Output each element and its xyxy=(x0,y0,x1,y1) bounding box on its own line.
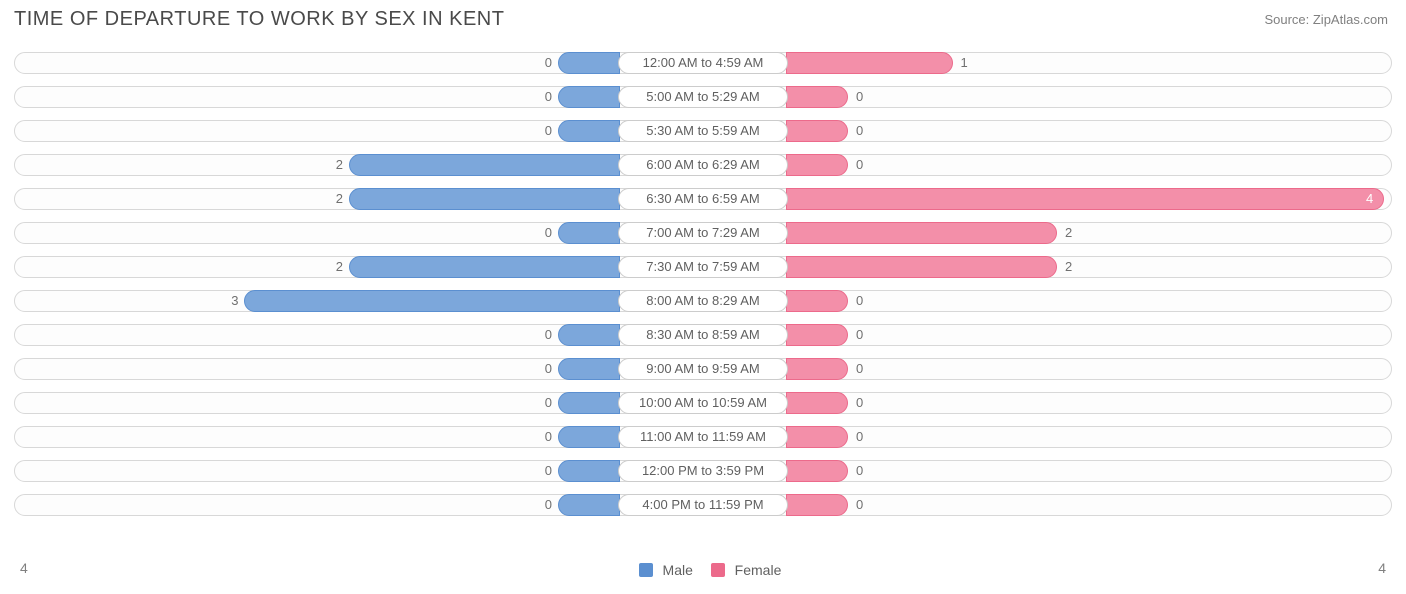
value-female: 4 xyxy=(1366,188,1373,210)
row-category-label: 6:00 AM to 6:29 AM xyxy=(618,154,788,176)
row-category-label: 4:00 PM to 11:59 PM xyxy=(618,494,788,516)
value-female: 0 xyxy=(856,358,863,380)
bar-male xyxy=(558,358,620,380)
bar-male xyxy=(558,392,620,414)
value-male: 0 xyxy=(530,392,552,414)
bar-male xyxy=(244,290,620,312)
row-category-label: 11:00 AM to 11:59 AM xyxy=(618,426,788,448)
value-female: 0 xyxy=(856,86,863,108)
row-category-label: 7:00 AM to 7:29 AM xyxy=(618,222,788,244)
bar-male xyxy=(558,460,620,482)
value-male: 0 xyxy=(530,52,552,74)
chart-row: 6:00 AM to 6:29 AM 2 0 xyxy=(14,150,1392,180)
chart-container: TIME OF DEPARTURE TO WORK BY SEX IN KENT… xyxy=(0,0,1406,594)
bar-male xyxy=(558,120,620,142)
value-male: 0 xyxy=(530,494,552,516)
value-male: 0 xyxy=(530,86,552,108)
chart-area: 12:00 AM to 4:59 AM 0 1 5:00 AM to 5:29 AM 0… xyxy=(14,48,1392,554)
chart-row: 12:00 AM to 4:59 AM 0 1 xyxy=(14,48,1392,78)
row-category-label: 8:30 AM to 8:59 AM xyxy=(618,324,788,346)
chart-row: 8:30 AM to 8:59 AM 0 0 xyxy=(14,320,1392,350)
chart-row: 9:00 AM to 9:59 AM 0 0 xyxy=(14,354,1392,384)
value-male: 2 xyxy=(321,188,343,210)
chart-row: 10:00 AM to 10:59 AM 0 0 xyxy=(14,388,1392,418)
row-category-label: 8:00 AM to 8:29 AM xyxy=(618,290,788,312)
value-female: 0 xyxy=(856,120,863,142)
bar-male xyxy=(349,188,620,210)
legend-swatch-female xyxy=(711,563,725,577)
value-female: 0 xyxy=(856,494,863,516)
chart-title: TIME OF DEPARTURE TO WORK BY SEX IN KENT xyxy=(14,8,504,31)
value-male: 3 xyxy=(216,290,238,312)
bar-female xyxy=(786,52,953,74)
value-male: 0 xyxy=(530,324,552,346)
row-category-label: 5:00 AM to 5:29 AM xyxy=(618,86,788,108)
bar-female xyxy=(786,494,848,516)
bar-female xyxy=(786,290,848,312)
source-attribution: Source: ZipAtlas.com xyxy=(1264,12,1388,27)
bar-male xyxy=(558,426,620,448)
legend-label-female: Female xyxy=(735,562,782,578)
value-male: 0 xyxy=(530,358,552,380)
value-female: 0 xyxy=(856,154,863,176)
chart-row: 6:30 AM to 6:59 AM 2 4 xyxy=(14,184,1392,214)
legend-label-male: Male xyxy=(663,562,693,578)
row-category-label: 9:00 AM to 9:59 AM xyxy=(618,358,788,380)
legend: Male Female xyxy=(0,562,1406,578)
value-female: 1 xyxy=(961,52,968,74)
chart-row: 7:00 AM to 7:29 AM 0 2 xyxy=(14,218,1392,248)
chart-row: 12:00 PM to 3:59 PM 0 0 xyxy=(14,456,1392,486)
value-female: 0 xyxy=(856,426,863,448)
bar-male xyxy=(349,154,620,176)
bar-male xyxy=(558,86,620,108)
row-category-label: 12:00 AM to 4:59 AM xyxy=(618,52,788,74)
bar-male xyxy=(558,52,620,74)
chart-row: 11:00 AM to 11:59 AM 0 0 xyxy=(14,422,1392,452)
legend-swatch-male xyxy=(639,563,653,577)
bar-female xyxy=(786,426,848,448)
bar-female xyxy=(786,188,1384,210)
bar-female xyxy=(786,222,1057,244)
value-female: 2 xyxy=(1065,222,1072,244)
row-category-label: 5:30 AM to 5:59 AM xyxy=(618,120,788,142)
value-female: 0 xyxy=(856,290,863,312)
chart-row: 7:30 AM to 7:59 AM 2 2 xyxy=(14,252,1392,282)
bar-female xyxy=(786,460,848,482)
bar-male xyxy=(558,494,620,516)
value-male: 0 xyxy=(530,120,552,142)
chart-row: 5:00 AM to 5:29 AM 0 0 xyxy=(14,82,1392,112)
value-male: 2 xyxy=(321,256,343,278)
bar-male xyxy=(558,324,620,346)
value-male: 0 xyxy=(530,460,552,482)
value-female: 2 xyxy=(1065,256,1072,278)
value-female: 0 xyxy=(856,460,863,482)
bar-female xyxy=(786,154,848,176)
value-female: 0 xyxy=(856,324,863,346)
value-male: 2 xyxy=(321,154,343,176)
bar-male xyxy=(349,256,620,278)
chart-row: 5:30 AM to 5:59 AM 0 0 xyxy=(14,116,1392,146)
bar-female xyxy=(786,120,848,142)
value-female: 0 xyxy=(856,392,863,414)
bar-female xyxy=(786,392,848,414)
chart-row: 8:00 AM to 8:29 AM 3 0 xyxy=(14,286,1392,316)
row-category-label: 7:30 AM to 7:59 AM xyxy=(618,256,788,278)
bar-female xyxy=(786,256,1057,278)
chart-row: 4:00 PM to 11:59 PM 0 0 xyxy=(14,490,1392,520)
bar-female xyxy=(786,86,848,108)
row-category-label: 6:30 AM to 6:59 AM xyxy=(618,188,788,210)
row-category-label: 10:00 AM to 10:59 AM xyxy=(618,392,788,414)
value-male: 0 xyxy=(530,426,552,448)
bar-male xyxy=(558,222,620,244)
value-male: 0 xyxy=(530,222,552,244)
bar-female xyxy=(786,358,848,380)
bar-female xyxy=(786,324,848,346)
row-category-label: 12:00 PM to 3:59 PM xyxy=(618,460,788,482)
